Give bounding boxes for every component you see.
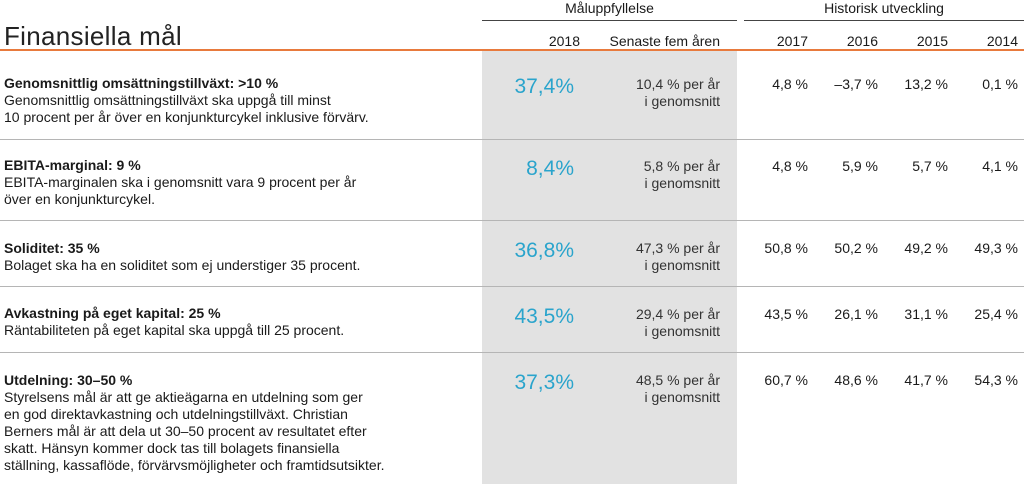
five-year-average: 47,3 % per år i genomsnitt <box>635 240 720 273</box>
column-header-2014: 2014 <box>986 33 1018 49</box>
row-divider <box>0 352 1024 353</box>
value-2015: 41,7 % <box>904 372 948 388</box>
value-2014: 25,4 % <box>974 306 1018 322</box>
value-2014: 49,3 % <box>974 240 1018 256</box>
value-2017: 4,8 % <box>772 76 808 92</box>
group-underline-goal <box>482 20 737 21</box>
value-2015: 49,2 % <box>904 240 948 256</box>
five-year-average: 29,4 % per år i genomsnitt <box>635 306 720 339</box>
value-2018: 36,8% <box>514 239 574 262</box>
value-2018: 43,5% <box>514 305 574 328</box>
value-2015: 13,2 % <box>904 76 948 92</box>
row-divider <box>0 139 1024 140</box>
value-2015: 5,7 % <box>912 158 948 174</box>
value-2016: 48,6 % <box>834 372 878 388</box>
column-header-2015: 2015 <box>916 33 948 49</box>
header-accent-line <box>0 49 1024 51</box>
five-year-average: 10,4 % per år i genomsnitt <box>635 76 720 109</box>
column-header-2017: 2017 <box>776 33 808 49</box>
row-title: Avkastning på eget kapital: 25 % <box>4 305 221 321</box>
group-header-history: Historisk utveckling <box>824 0 944 16</box>
column-header-2018: 2018 <box>548 33 580 49</box>
group-header-goal: Måluppfyllelse <box>565 0 654 16</box>
row-divider <box>0 286 1024 287</box>
column-header-2016: 2016 <box>846 33 878 49</box>
row-description: EBITA-marginalen ska i genomsnitt vara 9… <box>4 174 357 207</box>
row-title: Soliditet: 35 % <box>4 240 100 256</box>
value-2016: –3,7 % <box>834 76 878 92</box>
column-header-five-years: Senaste fem åren <box>609 33 720 49</box>
value-2017: 60,7 % <box>764 372 808 388</box>
value-2015: 31,1 % <box>904 306 948 322</box>
row-description: Styrelsens mål är att ge aktieägarna en … <box>4 389 385 473</box>
goal-2018-column-shade <box>482 51 737 484</box>
value-2016: 5,9 % <box>842 158 878 174</box>
row-description: Genomsnittlig omsättningstillväxt ska up… <box>4 92 369 125</box>
value-2014: 54,3 % <box>974 372 1018 388</box>
value-2017: 43,5 % <box>764 306 808 322</box>
group-underline-history <box>744 20 1024 21</box>
value-2018: 37,3% <box>514 371 574 394</box>
row-divider <box>0 220 1024 221</box>
row-title: EBITA-marginal: 9 % <box>4 157 141 173</box>
five-year-average: 5,8 % per år i genomsnitt <box>643 158 720 191</box>
value-2014: 4,1 % <box>982 158 1018 174</box>
row-description: Räntabiliteten på eget kapital ska uppgå… <box>4 322 345 338</box>
row-title: Utdelning: 30–50 % <box>4 372 133 388</box>
value-2017: 4,8 % <box>772 158 808 174</box>
value-2014: 0,1 % <box>982 76 1018 92</box>
page-title: Finansiella mål <box>4 21 182 51</box>
row-description: Bolaget ska ha en soliditet som ej under… <box>4 257 361 273</box>
row-title: Genomsnittlig omsättningstillväxt: >10 % <box>4 75 279 91</box>
value-2016: 26,1 % <box>834 306 878 322</box>
value-2017: 50,8 % <box>764 240 808 256</box>
five-year-average: 48,5 % per år i genomsnitt <box>635 372 720 405</box>
value-2016: 50,2 % <box>834 240 878 256</box>
value-2018: 8,4% <box>526 157 574 180</box>
value-2018: 37,4% <box>514 75 574 98</box>
